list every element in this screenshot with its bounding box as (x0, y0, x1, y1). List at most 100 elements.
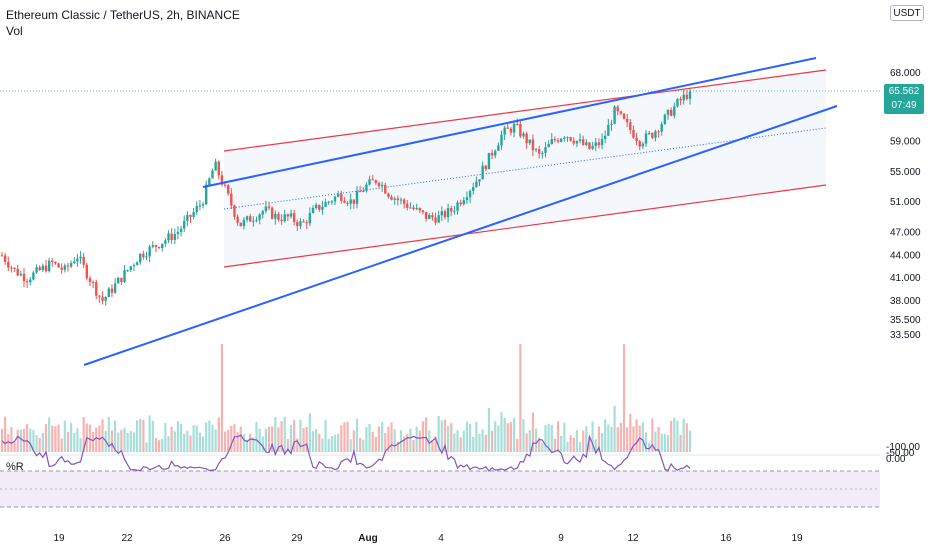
volume-bar (585, 426, 588, 452)
candle (274, 210, 277, 225)
time-axis-label: 29 (291, 533, 303, 544)
volume-bar (302, 428, 305, 452)
volume-bar (220, 344, 224, 452)
volume-bar (92, 432, 95, 452)
candle (629, 118, 632, 135)
candle (362, 187, 365, 193)
bar-countdown: 07:49 (891, 100, 917, 111)
candle (327, 200, 330, 205)
candle (142, 250, 145, 260)
candle (292, 209, 296, 226)
volume-bar (145, 442, 148, 452)
candle (468, 189, 472, 204)
price-axis[interactable]: 68.000 59.000 55.000 51.000 47.000 44.000 41.0… (886, 68, 921, 465)
candle (506, 123, 509, 129)
volume-bar (403, 436, 406, 452)
volume-bar (186, 430, 189, 452)
volume-bar (475, 421, 478, 452)
candle (541, 151, 544, 159)
volume-bar (161, 439, 164, 452)
candle (13, 267, 16, 272)
candle (104, 296, 107, 306)
candle (352, 199, 356, 209)
volume-bar (673, 417, 676, 452)
volume-bar (544, 425, 547, 452)
candle (258, 213, 261, 225)
williams-r-legend-label[interactable]: %R (6, 461, 24, 473)
volume-bar (236, 432, 239, 452)
volume-bar (629, 413, 632, 452)
candle (66, 262, 70, 272)
volume-bar (679, 434, 682, 452)
volume-bar (443, 419, 447, 452)
candle (572, 137, 575, 146)
candle (585, 139, 588, 147)
candle (663, 113, 667, 125)
volume-bar (299, 419, 302, 452)
candle (230, 188, 233, 210)
candle (277, 211, 280, 222)
volume-bar (0, 429, 4, 452)
trendlines[interactable] (83, 57, 838, 366)
upper-trendline[interactable] (202, 57, 817, 188)
volume-bar (506, 423, 509, 452)
candle (396, 195, 400, 206)
candle (651, 132, 654, 139)
candle (638, 139, 641, 151)
candle (101, 291, 104, 305)
candle (377, 181, 381, 190)
channel-upper-line[interactable] (223, 69, 827, 152)
lower-trendline[interactable] (83, 105, 838, 366)
volume-bar (151, 420, 154, 452)
volume-bar (126, 432, 129, 452)
volume-bar (365, 426, 368, 452)
candle (10, 265, 13, 273)
candle (201, 201, 205, 209)
symbol-title[interactable]: Ethereum Classic / TetherUS, 2h, BINANCE (6, 8, 240, 22)
volume-bar (648, 442, 651, 452)
volume-bar (368, 423, 371, 452)
candle (98, 295, 101, 303)
volume-bar (484, 434, 487, 452)
volume-bar (387, 426, 390, 452)
volume-bar (512, 418, 516, 452)
volume-bars (0, 344, 692, 452)
channel-lower-line[interactable] (223, 184, 827, 268)
volume-bar (35, 435, 38, 452)
candle (591, 141, 594, 151)
candle (308, 207, 312, 227)
candle (76, 253, 79, 267)
volume-bar (311, 431, 315, 452)
volume-bar (101, 419, 104, 452)
candle (475, 176, 478, 188)
volume-bar (95, 427, 98, 452)
time-axis-label: 19 (791, 533, 803, 544)
wr-axis-label: 0.00 (886, 454, 906, 465)
candle (321, 200, 324, 215)
candle (54, 261, 57, 265)
candle (170, 228, 173, 244)
candle (299, 218, 302, 230)
volume-bar (619, 422, 622, 452)
candlesticks (0, 87, 692, 306)
candle (390, 194, 393, 201)
candle (607, 118, 610, 136)
currency-button[interactable]: USDT (890, 5, 924, 21)
candle (283, 210, 286, 223)
volume-bar (245, 439, 249, 452)
volume-bar (651, 418, 654, 452)
volume-bar (183, 433, 186, 452)
volume-bar (660, 433, 663, 452)
candle (340, 190, 343, 204)
volume-bar (447, 425, 450, 452)
channel-drawing[interactable] (223, 69, 827, 268)
volume-legend-label[interactable]: Vol (6, 24, 23, 38)
volume-bar (57, 424, 60, 452)
candle (148, 244, 151, 263)
candle (550, 133, 553, 145)
volume-bar (333, 434, 337, 452)
candle (79, 251, 82, 264)
candle (374, 179, 378, 185)
time-axis[interactable]: 19 22 26 29 Aug 4 9 12 16 19 (53, 533, 803, 544)
